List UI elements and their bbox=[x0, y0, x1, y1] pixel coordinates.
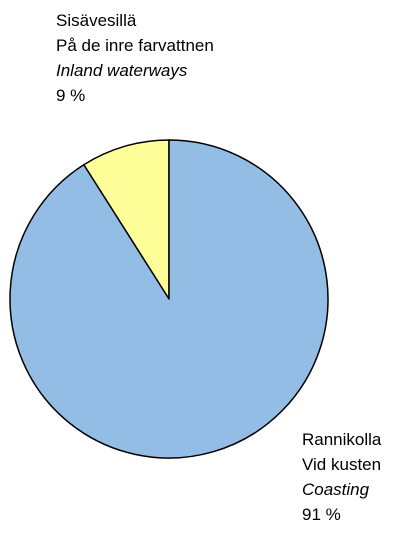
pie-slice-inland-waterways bbox=[83, 139, 170, 300]
slice-value-label: 91 % bbox=[302, 505, 341, 524]
slice-label-swedish: På de inre farvattnen bbox=[56, 36, 214, 55]
slice-label-finnish: Sisävesillä bbox=[56, 11, 137, 30]
slice-label-english: Inland waterways bbox=[56, 61, 188, 80]
slice-label-coasting: Rannikolla Vid kusten Coasting 91 % bbox=[302, 427, 381, 527]
slice-label-inland-waterways: Sisävesillä På de inre farvattnen Inland… bbox=[56, 8, 214, 108]
slice-label-finnish: Rannikolla bbox=[302, 430, 382, 449]
pie-slice-coasting bbox=[9, 139, 329, 459]
slice-label-english: Coasting bbox=[302, 480, 370, 499]
slice-value-label: 9 % bbox=[56, 86, 86, 105]
slice-label-swedish: Vid kusten bbox=[302, 455, 382, 474]
